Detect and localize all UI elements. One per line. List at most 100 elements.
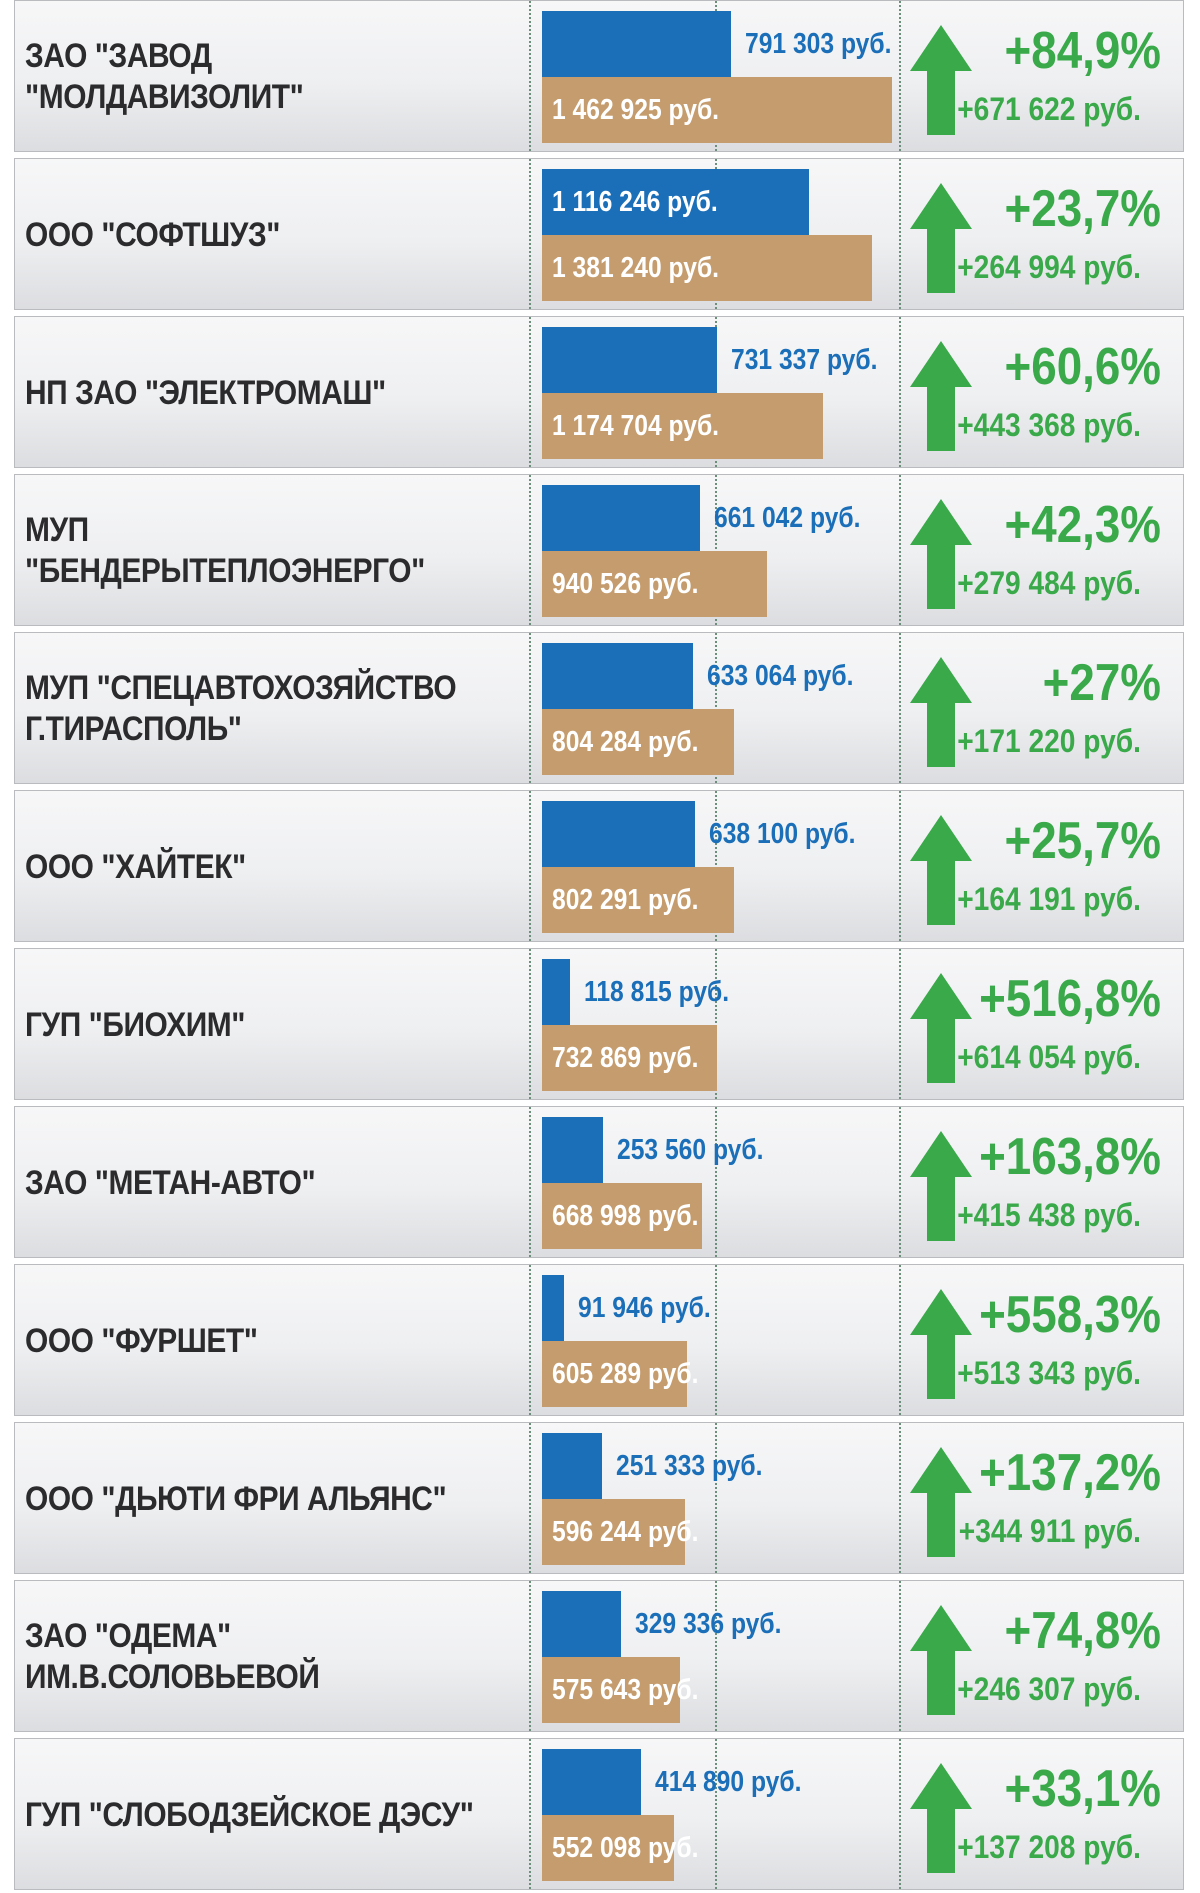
bar-current-label: 802 291 руб.	[552, 883, 699, 916]
company-row: ООО "ХАЙТЕК" 638 100 руб. 802 291 руб. +25,…	[14, 790, 1184, 942]
column-divider	[715, 1265, 717, 1415]
bar-current-label: 605 289 руб.	[552, 1357, 699, 1390]
growth-percent: +27%	[1042, 654, 1161, 712]
column-divider	[899, 317, 901, 467]
company-name: ЗАО "МЕТАН-АВТО"	[25, 1163, 316, 1202]
column-divider	[899, 159, 901, 309]
column-divider	[899, 791, 901, 941]
bar-previous	[542, 1275, 564, 1341]
bar-previous-label: 791 303 руб.	[745, 28, 892, 60]
up-arrow-shape	[910, 1605, 972, 1715]
column-divider	[529, 791, 531, 941]
growth-absolute: +246 307 руб.	[957, 1671, 1141, 1707]
up-arrow-shape	[910, 341, 972, 451]
up-arrow-icon	[910, 499, 972, 609]
up-arrow-icon	[910, 1289, 972, 1399]
company-name: ООО "ДЬЮТИ ФРИ АЛЬЯНС"	[25, 1479, 447, 1518]
column-divider	[715, 633, 717, 783]
company-name: ЗАО "ЗАВОД "МОЛДАВИЗОЛИТ"	[25, 37, 304, 116]
bar-previous-label: 251 333 руб.	[616, 1450, 763, 1482]
bar-previous-label: 633 064 руб.	[707, 660, 854, 692]
growth-percent: +33,1%	[1004, 1760, 1161, 1818]
growth-absolute: +513 343 руб.	[957, 1355, 1141, 1391]
growth-percent: +25,7%	[1004, 812, 1161, 870]
column-divider	[899, 1107, 901, 1257]
bar-current-label: 732 869 руб.	[552, 1041, 699, 1074]
up-arrow-icon	[910, 1447, 972, 1557]
up-arrow-shape	[910, 1289, 972, 1399]
bar-current: 1 462 925 руб.	[542, 77, 892, 143]
bar-previous	[542, 327, 717, 393]
company-name: ООО "ФУРШЕТ"	[25, 1321, 258, 1360]
column-divider	[715, 475, 717, 625]
bar-previous	[542, 959, 571, 1025]
growth-percent: +74,8%	[1004, 1602, 1161, 1660]
company-name: ООО "СОФТШУЗ"	[25, 215, 281, 254]
column-divider	[715, 1739, 717, 1889]
up-arrow-icon	[910, 973, 972, 1083]
up-arrow-shape	[910, 1131, 972, 1241]
bar-previous	[542, 1117, 603, 1183]
growth-absolute: +164 191 руб.	[957, 881, 1141, 917]
bar-previous	[542, 1433, 603, 1499]
column-divider	[899, 1581, 901, 1731]
up-arrow-icon	[910, 815, 972, 925]
column-divider	[899, 1739, 901, 1889]
company-row: ЗАО "ЗАВОД "МОЛДАВИЗОЛИТ" 791 303 руб. 1 4…	[14, 0, 1184, 152]
bar-current-label: 1 174 704 руб.	[552, 409, 720, 442]
growth-percent: +516,8%	[979, 970, 1161, 1028]
column-divider	[899, 1, 901, 151]
bar-previous-label: 91 946 руб.	[577, 1292, 711, 1324]
company-name: ЗАО "ОДЕМА" ИМ.В.СОЛОВЬЕВОЙ	[25, 1617, 320, 1696]
company-name: МУП "СПЕЦАВТОХОЗЯЙСТВО Г.ТИРАСПОЛЬ"	[25, 669, 457, 748]
growth-absolute: +264 994 руб.	[957, 249, 1141, 285]
column-divider	[529, 1739, 531, 1889]
company-name: ООО "ХАЙТЕК"	[25, 847, 246, 886]
company-name: ГУП "БИОХИМ"	[25, 1005, 246, 1044]
bar-current-label: 596 244 руб.	[552, 1515, 699, 1548]
company-row: МУП "БЕНДЕРЫТЕПЛОЭНЕРГО" 661 042 руб. 940 …	[14, 474, 1184, 626]
up-arrow-icon	[910, 341, 972, 451]
up-arrow-shape	[910, 657, 972, 767]
company-name: НП ЗАО "ЭЛЕКТРОМАШ"	[25, 373, 386, 412]
bar-current: 802 291 руб.	[542, 867, 734, 933]
column-divider	[715, 1423, 717, 1573]
bar-previous	[542, 11, 732, 77]
up-arrow-shape	[910, 1763, 972, 1873]
bar-current: 732 869 руб.	[542, 1025, 718, 1091]
up-arrow-shape	[910, 499, 972, 609]
bar-current-label: 575 643 руб.	[552, 1673, 699, 1706]
column-divider	[715, 1107, 717, 1257]
growth-absolute: +443 368 руб.	[957, 407, 1141, 443]
company-row: МУП "СПЕЦАВТОХОЗЯЙСТВО Г.ТИРАСПОЛЬ" 633 0…	[14, 632, 1184, 784]
up-arrow-shape	[910, 183, 972, 293]
growth-percent: +84,9%	[1004, 22, 1161, 80]
bar-previous-label: 414 890 руб.	[655, 1766, 802, 1798]
column-divider	[529, 317, 531, 467]
company-row: ГУП "СЛОБОДЗЕЙСКОЕ ДЭСУ" 414 890 руб. 552 …	[14, 1738, 1184, 1890]
up-arrow-icon	[910, 657, 972, 767]
growth-percent: +42,3%	[1004, 496, 1161, 554]
column-divider	[899, 949, 901, 1099]
growth-absolute: +279 484 руб.	[957, 565, 1141, 601]
growth-percent: +60,6%	[1004, 338, 1161, 396]
bar-previous-label: 253 560 руб.	[616, 1134, 764, 1166]
company-name: ГУП "СЛОБОДЗЕЙСКОЕ ДЭСУ"	[25, 1795, 474, 1834]
bar-previous-label: 118 815 руб.	[584, 976, 730, 1008]
growth-absolute: +171 220 руб.	[957, 723, 1141, 759]
up-arrow-icon	[910, 1605, 972, 1715]
bar-current-label: 668 998 руб.	[552, 1199, 699, 1232]
growth-absolute: +671 622 руб.	[957, 91, 1141, 127]
column-divider	[529, 1, 531, 151]
bar-current-label: 940 526 руб.	[552, 567, 699, 600]
bar-current: 1 174 704 руб.	[542, 393, 824, 459]
bar-previous-label: 731 337 руб.	[730, 344, 878, 376]
column-divider	[715, 949, 717, 1099]
bar-current: 552 098 руб.	[542, 1815, 698, 1881]
column-divider	[899, 1423, 901, 1573]
column-divider	[529, 1581, 531, 1731]
bar-previous-label: 1 116 246 руб.	[552, 185, 718, 218]
bar-current-label: 804 284 руб.	[552, 725, 699, 758]
bar-current-label: 1 381 240 руб.	[552, 251, 720, 284]
bar-current-label: 1 462 925 руб.	[552, 93, 720, 126]
